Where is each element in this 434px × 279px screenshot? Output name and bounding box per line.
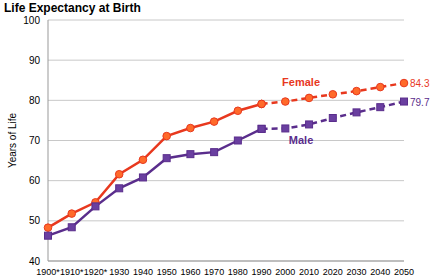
- svg-text:100: 100: [23, 15, 40, 26]
- svg-text:1990: 1990: [252, 267, 272, 277]
- html-text:Life Expectancy at Birth: Life Expectancy at Birth: [4, 1, 141, 15]
- svg-text:1910*: 1910*: [60, 267, 84, 277]
- svg-text:84.3: 84.3: [410, 78, 426, 89]
- svg-text:1920*: 1920*: [84, 267, 108, 277]
- svg-text:2030: 2030: [347, 267, 367, 277]
- svg-text:Male: Male: [289, 134, 313, 146]
- svg-text:1940: 1940: [133, 267, 153, 277]
- svg-text:2050: 2050: [394, 267, 414, 277]
- svg-text:80: 80: [29, 95, 41, 106]
- svg-text:1900*: 1900*: [36, 267, 60, 277]
- svg-text:40: 40: [29, 256, 41, 267]
- svg-text:70: 70: [29, 135, 41, 146]
- svg-text:90: 90: [29, 55, 41, 66]
- svg-text:79.7: 79.7: [410, 97, 426, 108]
- svg-text:1930: 1930: [109, 267, 129, 277]
- svg-text:Years of Life: Years of Life: [8, 112, 18, 168]
- svg-text:1960: 1960: [180, 267, 200, 277]
- svg-text:50: 50: [29, 215, 41, 226]
- svg-text:60: 60: [29, 175, 41, 186]
- svg-text:2010: 2010: [299, 267, 319, 277]
- svg-text:1980: 1980: [228, 267, 248, 277]
- svg-text:1950: 1950: [157, 267, 177, 277]
- svg-text:2000: 2000: [275, 267, 295, 277]
- svg-text:2040: 2040: [370, 267, 390, 277]
- svg-text:2020: 2020: [323, 267, 343, 277]
- svg-text:1970: 1970: [204, 267, 224, 277]
- svg-text:Female: Female: [282, 76, 320, 88]
